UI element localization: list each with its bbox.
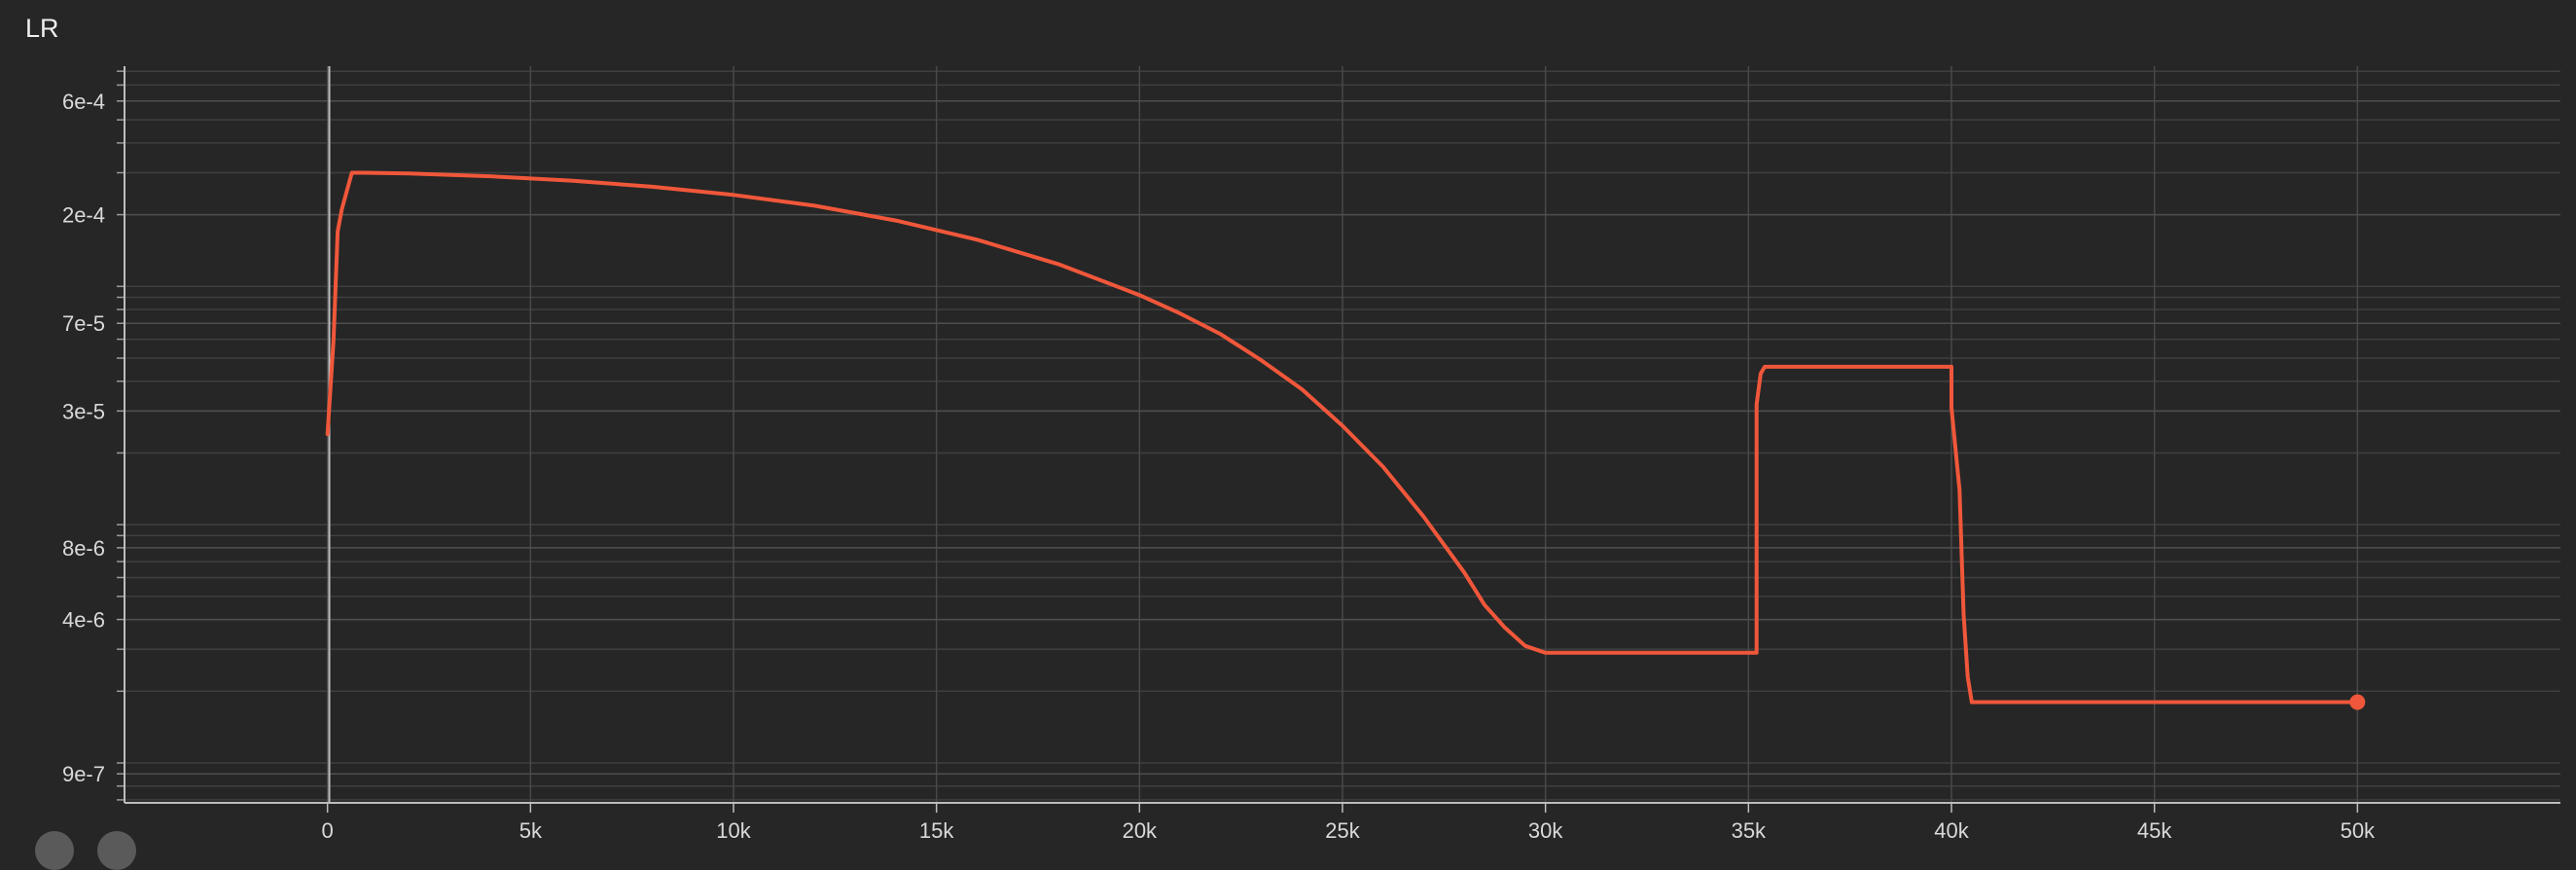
y-tick-label: 2e-4: [62, 203, 105, 228]
x-tick-label: 15k: [919, 818, 954, 843]
pagination-dot-2[interactable]: [97, 831, 136, 870]
x-tick-label: 5k: [519, 818, 543, 843]
y-tick-label: 4e-6: [62, 608, 105, 633]
minor-grid: [117, 71, 2560, 800]
x-tick-label: 40k: [1934, 818, 1969, 843]
x-tick-label: 30k: [1528, 818, 1563, 843]
x-tick-label: 45k: [2137, 818, 2172, 843]
x-tick-label: 25k: [1325, 818, 1360, 843]
y-tick-label: 8e-6: [62, 536, 105, 561]
series-end-point[interactable]: [2349, 694, 2365, 709]
x-tick-label: 20k: [1123, 818, 1158, 843]
pagination-dot-1[interactable]: [35, 831, 74, 870]
x-tick-label: 0: [322, 818, 334, 843]
y-tick-label: 9e-7: [62, 762, 105, 786]
y-tick-label: 6e-4: [62, 90, 105, 114]
y-tick-label: 7e-5: [62, 311, 105, 336]
chart: 0 5k 10k 15k 20k 25k 30k 35k 40k 45k 50k 6e-4 2e-4 7…: [0, 0, 2576, 849]
x-tick-labels: 0 5k 10k 15k 20k 25k 30k 35k 40k 45k 50k: [322, 818, 2377, 843]
series-layer: [328, 173, 2366, 710]
x-tick-label: 35k: [1732, 818, 1767, 843]
x-tick-label: 50k: [2341, 818, 2376, 843]
x-tick-label: 10k: [716, 818, 751, 843]
y-tick-labels: 6e-4 2e-4 7e-5 3e-5 8e-6 4e-6 9e-7: [62, 90, 105, 786]
y-tick-label: 3e-5: [62, 399, 105, 423]
